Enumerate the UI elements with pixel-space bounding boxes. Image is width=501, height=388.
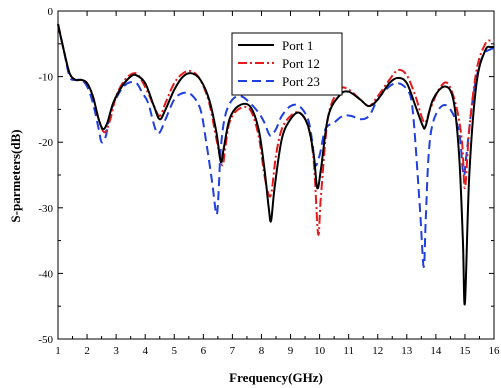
x-tick-label: 15 (459, 345, 471, 357)
x-tick-label: 2 (84, 345, 90, 357)
y-tick-label: -30 (38, 203, 53, 215)
y-tick-label: -40 (38, 268, 53, 280)
series-line-port-23 (57, 23, 495, 268)
y-axis-title: S-parmeters(dB) (8, 129, 23, 222)
x-tick-label: 6 (201, 345, 207, 357)
y-tick-label: -50 (38, 334, 53, 346)
series-layer (57, 23, 495, 306)
x-tick-label: 3 (113, 345, 119, 357)
x-tick-label: 16 (489, 345, 501, 357)
x-axis-title: Frequency(GHz) (229, 370, 323, 385)
x-tick-label: 5 (172, 345, 178, 357)
legend: Port 1 Port 12 Port 23 (231, 32, 343, 96)
legend-label: Port 12 (282, 56, 320, 71)
x-tick-label: 12 (372, 345, 383, 357)
y-tick-label: -20 (38, 137, 53, 149)
x-tick-label: 4 (142, 345, 148, 357)
y-tick-label: 0 (48, 6, 54, 18)
x-tick-label: 14 (430, 345, 442, 357)
x-axis: 1 2 3 4 5 6 7 8 9 10 11 12 13 14 15 16 (55, 11, 500, 357)
x-tick-label: 1 (55, 345, 61, 357)
y-axis: 0 -10 -20 -30 -40 -50 (38, 6, 494, 346)
y-tick-label: -10 (38, 72, 53, 84)
legend-label: Port 23 (282, 74, 320, 89)
legend-label: Port 1 (282, 38, 313, 53)
x-tick-label: 8 (259, 345, 265, 357)
x-tick-label: 9 (288, 345, 294, 357)
series-line-port-1 (57, 23, 495, 306)
x-tick-label: 11 (343, 345, 354, 357)
x-tick-label: 7 (230, 345, 236, 357)
x-tick-label: 13 (401, 345, 413, 357)
x-tick-label: 10 (314, 345, 326, 357)
